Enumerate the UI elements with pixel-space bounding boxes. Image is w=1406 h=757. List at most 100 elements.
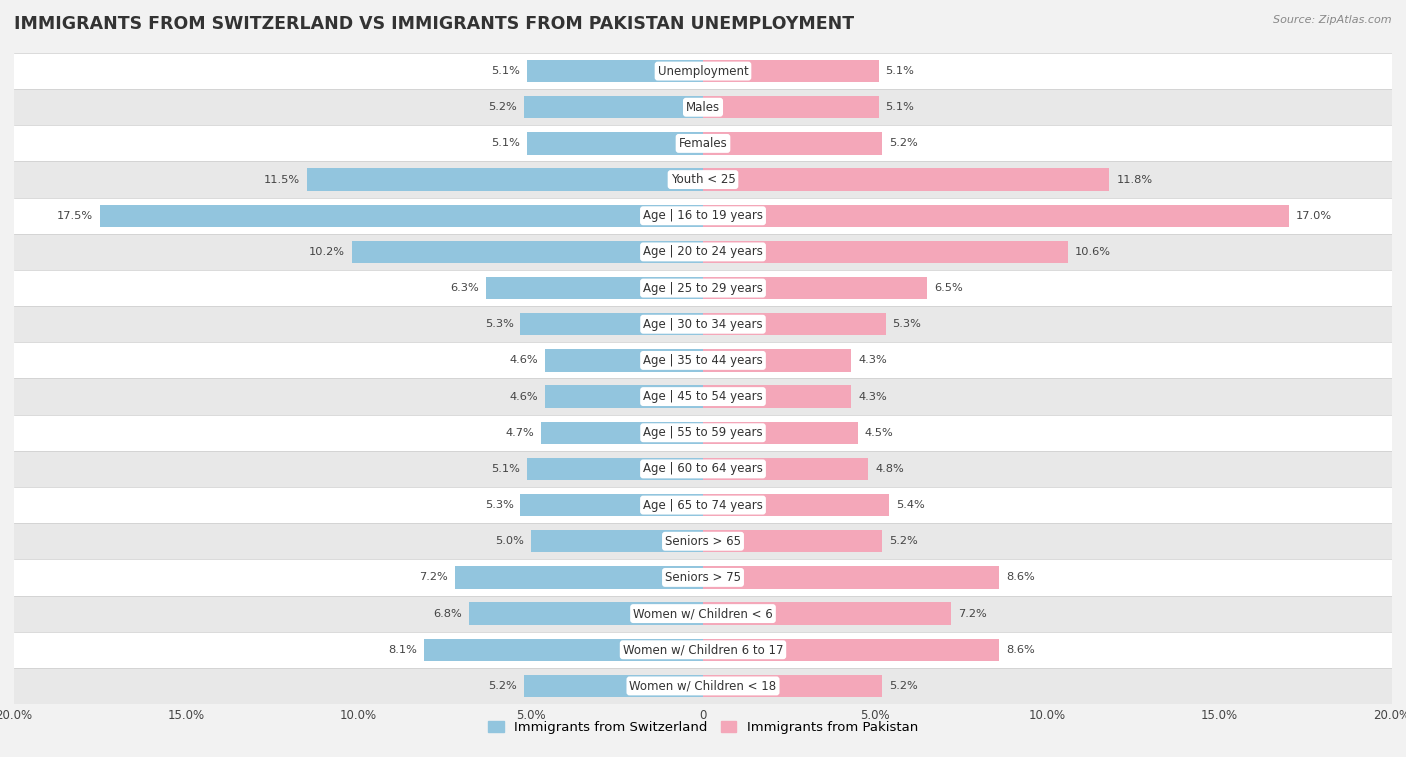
Text: 5.2%: 5.2% xyxy=(889,681,918,691)
Bar xyxy=(531,530,703,553)
Text: 5.1%: 5.1% xyxy=(492,66,520,76)
Bar xyxy=(541,422,703,444)
Text: 5.2%: 5.2% xyxy=(488,681,517,691)
Bar xyxy=(703,313,886,335)
Text: 4.3%: 4.3% xyxy=(858,391,887,401)
Bar xyxy=(14,161,1392,198)
Bar xyxy=(703,277,927,299)
Bar xyxy=(14,89,1392,126)
Text: 8.1%: 8.1% xyxy=(388,645,418,655)
Text: 4.8%: 4.8% xyxy=(875,464,904,474)
Bar xyxy=(703,458,869,480)
Bar xyxy=(703,132,882,154)
Bar xyxy=(14,415,1392,451)
Bar xyxy=(468,603,703,625)
Text: 7.2%: 7.2% xyxy=(957,609,987,618)
Text: Males: Males xyxy=(686,101,720,114)
Bar xyxy=(544,385,703,408)
Bar xyxy=(703,96,879,118)
Text: Seniors > 75: Seniors > 75 xyxy=(665,571,741,584)
Bar xyxy=(527,458,703,480)
Bar xyxy=(520,494,703,516)
Bar xyxy=(14,342,1392,378)
Text: 7.2%: 7.2% xyxy=(419,572,449,582)
Bar xyxy=(524,96,703,118)
Text: Women w/ Children < 18: Women w/ Children < 18 xyxy=(630,680,776,693)
Bar xyxy=(14,596,1392,631)
Bar xyxy=(703,204,1289,227)
Bar xyxy=(703,674,882,697)
Bar xyxy=(14,270,1392,306)
Bar xyxy=(14,559,1392,596)
Text: Youth < 25: Youth < 25 xyxy=(671,173,735,186)
Bar xyxy=(14,126,1392,161)
Text: 5.1%: 5.1% xyxy=(492,139,520,148)
Bar xyxy=(703,60,879,83)
Bar xyxy=(14,487,1392,523)
Legend: Immigrants from Switzerland, Immigrants from Pakistan: Immigrants from Switzerland, Immigrants … xyxy=(482,716,924,740)
Text: Women w/ Children 6 to 17: Women w/ Children 6 to 17 xyxy=(623,643,783,656)
Text: 5.3%: 5.3% xyxy=(893,319,921,329)
Bar xyxy=(456,566,703,589)
Text: 5.1%: 5.1% xyxy=(886,102,914,112)
Bar xyxy=(486,277,703,299)
Text: 6.3%: 6.3% xyxy=(450,283,479,293)
Bar xyxy=(527,132,703,154)
Text: 5.1%: 5.1% xyxy=(886,66,914,76)
Text: Age | 35 to 44 years: Age | 35 to 44 years xyxy=(643,354,763,367)
Bar xyxy=(14,378,1392,415)
Text: 17.0%: 17.0% xyxy=(1295,210,1331,221)
Bar xyxy=(703,241,1069,263)
Text: Unemployment: Unemployment xyxy=(658,64,748,77)
Bar xyxy=(703,494,889,516)
Text: 10.6%: 10.6% xyxy=(1076,247,1111,257)
Text: 5.2%: 5.2% xyxy=(889,139,918,148)
Text: 5.2%: 5.2% xyxy=(488,102,517,112)
Bar xyxy=(703,168,1109,191)
Bar xyxy=(703,639,1000,661)
Text: IMMIGRANTS FROM SWITZERLAND VS IMMIGRANTS FROM PAKISTAN UNEMPLOYMENT: IMMIGRANTS FROM SWITZERLAND VS IMMIGRANT… xyxy=(14,15,855,33)
Text: 8.6%: 8.6% xyxy=(1007,645,1035,655)
Text: Age | 60 to 64 years: Age | 60 to 64 years xyxy=(643,463,763,475)
Bar xyxy=(703,422,858,444)
Text: Age | 55 to 59 years: Age | 55 to 59 years xyxy=(643,426,763,439)
Text: 11.5%: 11.5% xyxy=(264,175,299,185)
Bar xyxy=(703,530,882,553)
Text: 4.3%: 4.3% xyxy=(858,356,887,366)
Text: 5.3%: 5.3% xyxy=(485,500,513,510)
Bar xyxy=(14,306,1392,342)
Text: Seniors > 65: Seniors > 65 xyxy=(665,534,741,548)
Bar xyxy=(14,198,1392,234)
Text: 4.6%: 4.6% xyxy=(509,391,537,401)
Text: Females: Females xyxy=(679,137,727,150)
Text: 10.2%: 10.2% xyxy=(309,247,344,257)
Bar xyxy=(14,234,1392,270)
Text: 5.1%: 5.1% xyxy=(492,464,520,474)
Bar xyxy=(14,631,1392,668)
Bar xyxy=(703,349,851,372)
Bar xyxy=(307,168,703,191)
Text: 4.6%: 4.6% xyxy=(509,356,537,366)
Text: 4.5%: 4.5% xyxy=(865,428,894,438)
Text: 11.8%: 11.8% xyxy=(1116,175,1153,185)
Bar xyxy=(703,385,851,408)
Text: Women w/ Children < 6: Women w/ Children < 6 xyxy=(633,607,773,620)
Text: Age | 20 to 24 years: Age | 20 to 24 years xyxy=(643,245,763,258)
Text: Age | 45 to 54 years: Age | 45 to 54 years xyxy=(643,390,763,403)
Bar xyxy=(703,566,1000,589)
Text: 5.2%: 5.2% xyxy=(889,536,918,547)
Text: 17.5%: 17.5% xyxy=(58,210,93,221)
Text: 5.0%: 5.0% xyxy=(495,536,524,547)
Text: 5.3%: 5.3% xyxy=(485,319,513,329)
Bar xyxy=(14,668,1392,704)
Bar xyxy=(14,451,1392,487)
Text: 8.6%: 8.6% xyxy=(1007,572,1035,582)
Text: 4.7%: 4.7% xyxy=(506,428,534,438)
Bar xyxy=(544,349,703,372)
Bar xyxy=(520,313,703,335)
Text: Age | 65 to 74 years: Age | 65 to 74 years xyxy=(643,499,763,512)
Text: Age | 30 to 34 years: Age | 30 to 34 years xyxy=(643,318,763,331)
Bar xyxy=(425,639,703,661)
Text: 6.8%: 6.8% xyxy=(433,609,461,618)
Bar xyxy=(14,523,1392,559)
